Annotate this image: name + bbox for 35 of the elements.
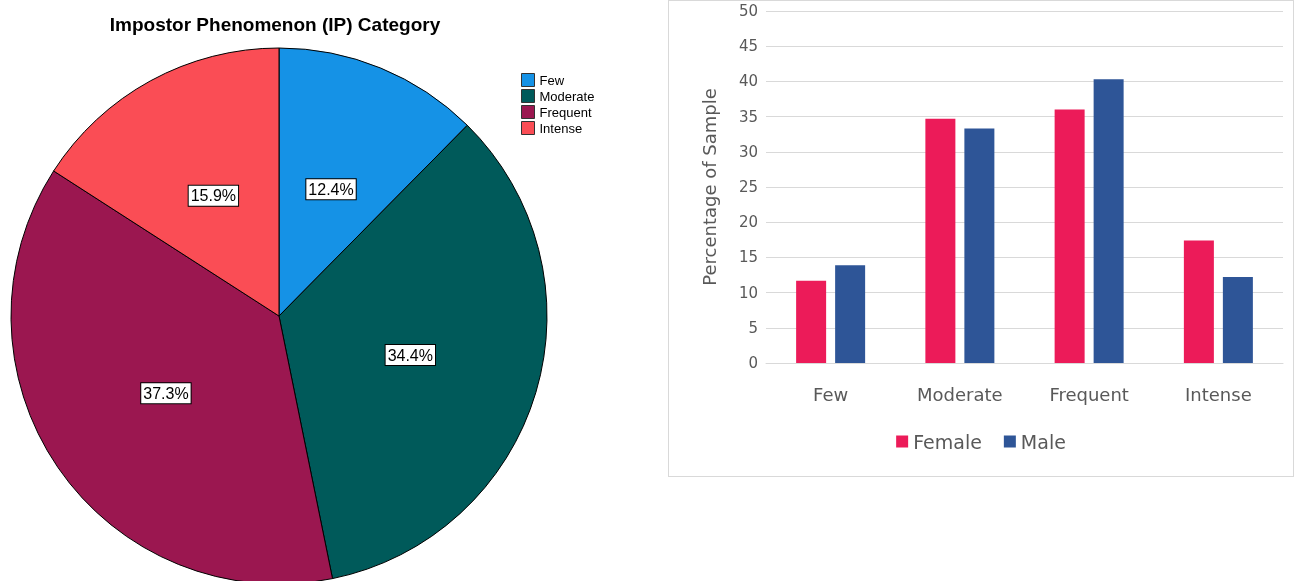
legend-label: Intense <box>539 120 583 136</box>
legend-label: Female <box>913 430 982 453</box>
bar <box>925 118 956 363</box>
legend-label: Frequent <box>539 104 592 120</box>
data-label: 15.9% <box>190 187 237 205</box>
y-tick-label: 50 <box>738 2 758 20</box>
bar <box>835 265 866 363</box>
y-tick-label: 35 <box>738 107 758 126</box>
x-tick-label: Few <box>813 383 849 405</box>
data-label: 34.4% <box>387 346 434 364</box>
bar <box>1054 109 1085 363</box>
data-label: 37.3% <box>143 384 189 402</box>
bar <box>796 280 827 363</box>
bar <box>1093 79 1124 363</box>
data-label: 12.4% <box>308 180 354 198</box>
y-tick-label: 30 <box>738 142 758 161</box>
chart-title: Impostor Phenomenon (IP) Category <box>109 14 441 35</box>
y-tick-label: 40 <box>738 72 758 91</box>
legend-label: Male <box>1020 430 1066 453</box>
x-tick-label: Frequent <box>1049 383 1129 405</box>
y-tick-label: 45 <box>738 37 758 56</box>
x-tick-label: Moderate <box>917 383 1003 405</box>
y-tick-label: 20 <box>738 213 758 232</box>
bar <box>1222 277 1253 363</box>
bar <box>964 128 995 363</box>
legend-label: Moderate <box>539 88 595 104</box>
x-tick-label: Intense <box>1185 383 1252 405</box>
y-axis-title: Percentage of Sample <box>698 88 720 286</box>
y-tick-label: 5 <box>748 318 758 337</box>
y-tick-label: 0 <box>748 354 758 372</box>
bar <box>1183 240 1214 363</box>
y-tick-label: 15 <box>738 248 758 267</box>
y-tick-label: 25 <box>738 178 758 196</box>
legend-label: Few <box>539 72 565 88</box>
y-tick-label: 10 <box>738 283 758 302</box>
